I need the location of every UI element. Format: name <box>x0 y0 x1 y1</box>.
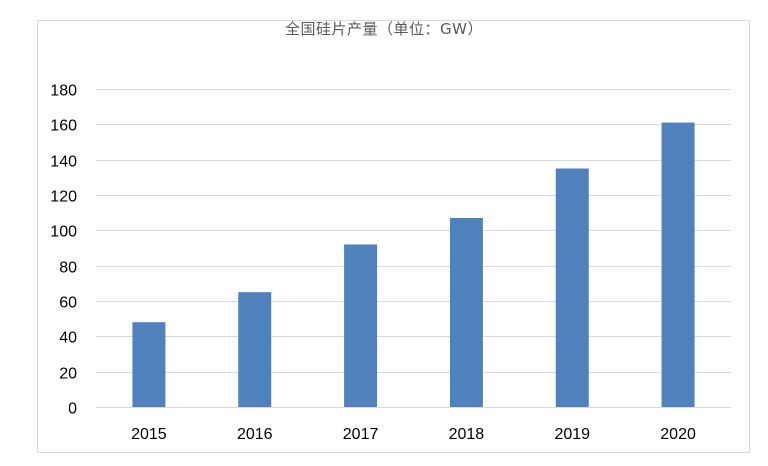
x-tick-label: 2019 <box>554 426 590 443</box>
bar-2015 <box>132 322 166 407</box>
x-tick-label: 2017 <box>343 426 379 443</box>
y-axis-ticks: 0 20 40 60 80 100 120 140 160 180 <box>50 83 77 418</box>
y-tick-label: 160 <box>50 118 77 135</box>
y-tick-label: 40 <box>59 330 77 347</box>
y-tick-label: 20 <box>59 366 77 383</box>
y-tick-label: 140 <box>50 154 77 171</box>
y-tick-label: 100 <box>50 224 77 241</box>
chart-title: 全国硅片产量（单位：GW） <box>285 20 483 38</box>
bar-2016 <box>238 292 272 407</box>
bars <box>132 122 695 408</box>
y-tick-label: 60 <box>59 295 77 312</box>
x-tick-label: 2015 <box>131 426 167 443</box>
bar-2019 <box>555 168 589 407</box>
bar-2018 <box>449 217 483 407</box>
gridlines <box>96 89 731 408</box>
bar-2020 <box>661 122 695 408</box>
y-tick-label: 80 <box>59 260 77 277</box>
y-tick-label: 120 <box>50 189 77 206</box>
x-tick-label: 2020 <box>660 426 696 443</box>
y-tick-label: 180 <box>50 83 77 100</box>
x-tick-label: 2018 <box>449 426 485 443</box>
x-tick-label: 2016 <box>237 426 273 443</box>
bar-2017 <box>344 244 378 407</box>
x-axis-ticks: 2015 2016 2017 2018 2019 2020 <box>131 426 696 443</box>
y-tick-label: 0 <box>68 401 77 418</box>
